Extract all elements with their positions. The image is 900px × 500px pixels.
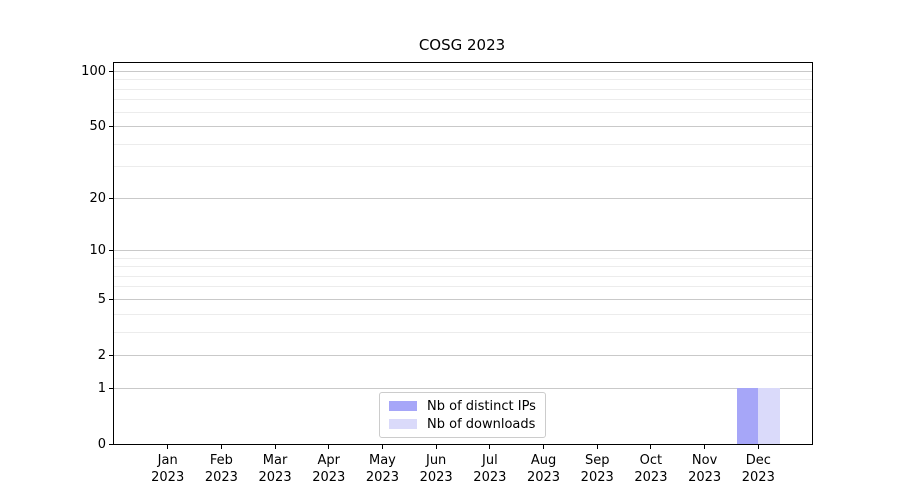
legend-label: Nb of distinct IPs — [427, 398, 536, 414]
x-axis-tick — [435, 445, 437, 449]
minor-gridline — [114, 111, 812, 113]
y-tick-label: 5 — [97, 291, 106, 307]
y-axis-tick — [109, 126, 113, 128]
y-axis-tick — [109, 197, 113, 199]
x-tick-label-month: Nov — [691, 453, 718, 468]
major-gridline — [114, 126, 812, 128]
x-tick-label-month: Mar — [262, 453, 288, 468]
x-tick-label: May 2023 — [350, 453, 414, 486]
y-axis-tick — [109, 387, 113, 389]
major-gridline — [114, 249, 812, 251]
x-tick-label: Jul 2023 — [458, 453, 522, 486]
x-axis-tick — [543, 445, 545, 449]
legend-swatch — [389, 419, 417, 429]
minor-gridline — [114, 266, 812, 268]
chart-title: COSG 2023 — [418, 36, 506, 54]
minor-gridline — [114, 331, 812, 333]
x-tick-label: Jan 2023 — [136, 453, 200, 486]
minor-gridline — [114, 99, 812, 101]
x-axis-tick — [381, 445, 383, 449]
x-tick-label: Sep 2023 — [565, 453, 629, 486]
x-tick-label: Aug 2023 — [512, 453, 576, 486]
x-axis-tick — [650, 445, 652, 449]
x-tick-label: Jun 2023 — [404, 453, 468, 486]
x-tick-label-year: 2023 — [312, 469, 346, 485]
x-tick-label-month: Feb — [209, 453, 233, 468]
x-tick-label: Dec 2023 — [726, 453, 790, 486]
x-axis-tick — [167, 445, 169, 449]
y-tick-label: 50 — [89, 119, 106, 135]
bar — [736, 388, 759, 444]
legend-entry: Nb of downloads — [389, 415, 536, 433]
legend: Nb of distinct IPs Nb of downloads — [379, 392, 546, 438]
x-tick-label-month: Apr — [317, 453, 341, 468]
minor-gridline — [114, 88, 812, 90]
x-tick-label-month: Jul — [482, 453, 498, 468]
minor-gridline — [114, 79, 812, 81]
x-tick-label-year: 2023 — [580, 469, 614, 485]
x-tick-label-year: 2023 — [741, 469, 775, 485]
x-tick-label: Feb 2023 — [189, 453, 253, 486]
y-tick-label: 10 — [89, 242, 106, 258]
x-axis-tick — [596, 445, 598, 449]
minor-gridline — [114, 143, 812, 145]
y-axis-tick — [109, 354, 113, 356]
x-tick-label-month: Sep — [584, 453, 610, 468]
y-tick-label: 1 — [97, 380, 106, 396]
x-tick-label: Apr 2023 — [297, 453, 361, 486]
minor-gridline — [114, 313, 812, 315]
major-gridline — [114, 387, 812, 389]
minor-gridline — [114, 257, 812, 259]
major-gridline — [114, 197, 812, 199]
minor-gridline — [114, 166, 812, 168]
x-axis-tick — [489, 445, 491, 449]
x-tick-label: Oct 2023 — [619, 453, 683, 486]
x-tick-label-month: Jun — [425, 453, 447, 468]
x-tick-label-year: 2023 — [365, 469, 399, 485]
x-tick-label-month: Aug — [530, 453, 557, 468]
legend-label: Nb of downloads — [427, 416, 536, 432]
x-axis-tick — [220, 445, 222, 449]
x-tick-label-year: 2023 — [204, 469, 238, 485]
x-tick-label-month: Jan — [157, 453, 178, 468]
y-tick-label: 0 — [97, 436, 106, 452]
minor-gridline — [114, 275, 812, 277]
major-gridline — [114, 70, 812, 72]
x-tick-label-year: 2023 — [473, 469, 507, 485]
x-tick-label-year: 2023 — [526, 469, 561, 485]
minor-gridline — [114, 286, 812, 288]
x-tick-label-month: Dec — [745, 453, 771, 468]
x-tick-label-month: May — [369, 453, 396, 468]
x-tick-label: Nov 2023 — [673, 453, 737, 486]
x-tick-label: Mar 2023 — [243, 453, 307, 486]
legend-entry: Nb of distinct IPs — [389, 397, 536, 415]
legend-swatch — [389, 401, 417, 411]
y-axis-tick — [109, 70, 113, 72]
x-tick-label-year: 2023 — [258, 469, 292, 485]
y-axis-tick — [109, 249, 113, 251]
x-tick-label-year: 2023 — [419, 469, 453, 485]
bar — [758, 388, 780, 444]
y-axis-tick — [109, 443, 113, 445]
y-tick-label: 2 — [97, 347, 106, 363]
y-tick-label: 20 — [89, 190, 106, 206]
plot-area: 0 1 2 5 10 20 50 100 Jan 2023 Feb 2023 Mar 2023 Apr 202… — [81, 62, 813, 485]
x-axis-tick — [757, 445, 759, 449]
x-axis-tick — [328, 445, 330, 449]
y-axis-tick — [109, 298, 113, 300]
x-axis-tick — [704, 445, 706, 449]
x-tick-label-month: Oct — [639, 453, 663, 468]
x-tick-label-year: 2023 — [151, 469, 185, 485]
major-gridline — [114, 354, 812, 356]
y-tick-label: 100 — [81, 63, 106, 79]
x-tick-label-year: 2023 — [688, 469, 722, 485]
major-gridline — [114, 298, 812, 300]
x-tick-label-year: 2023 — [634, 469, 668, 485]
x-axis-tick — [274, 445, 276, 449]
